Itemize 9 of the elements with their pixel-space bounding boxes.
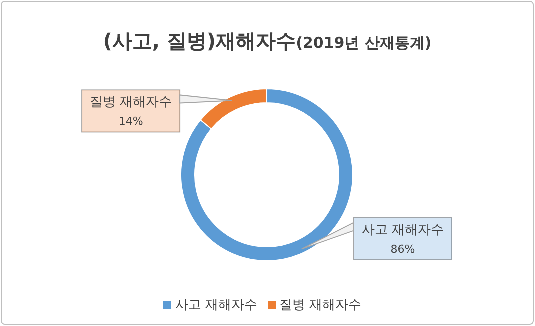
chart-title: (사고, 질병)재해자수: [103, 29, 296, 53]
chart-subtitle: (2019년 산재통계): [296, 34, 432, 52]
legend-label: 질병 재해자수: [280, 298, 362, 313]
data-label: 14%: [118, 115, 144, 128]
data-label: 86%: [390, 242, 416, 256]
slice-label: 질병 재해자수: [90, 95, 172, 110]
slice-label: 사고 재해자수: [362, 222, 444, 238]
legend-label: 사고 재해자수: [175, 298, 258, 313]
donut-slice: [180, 88, 354, 262]
